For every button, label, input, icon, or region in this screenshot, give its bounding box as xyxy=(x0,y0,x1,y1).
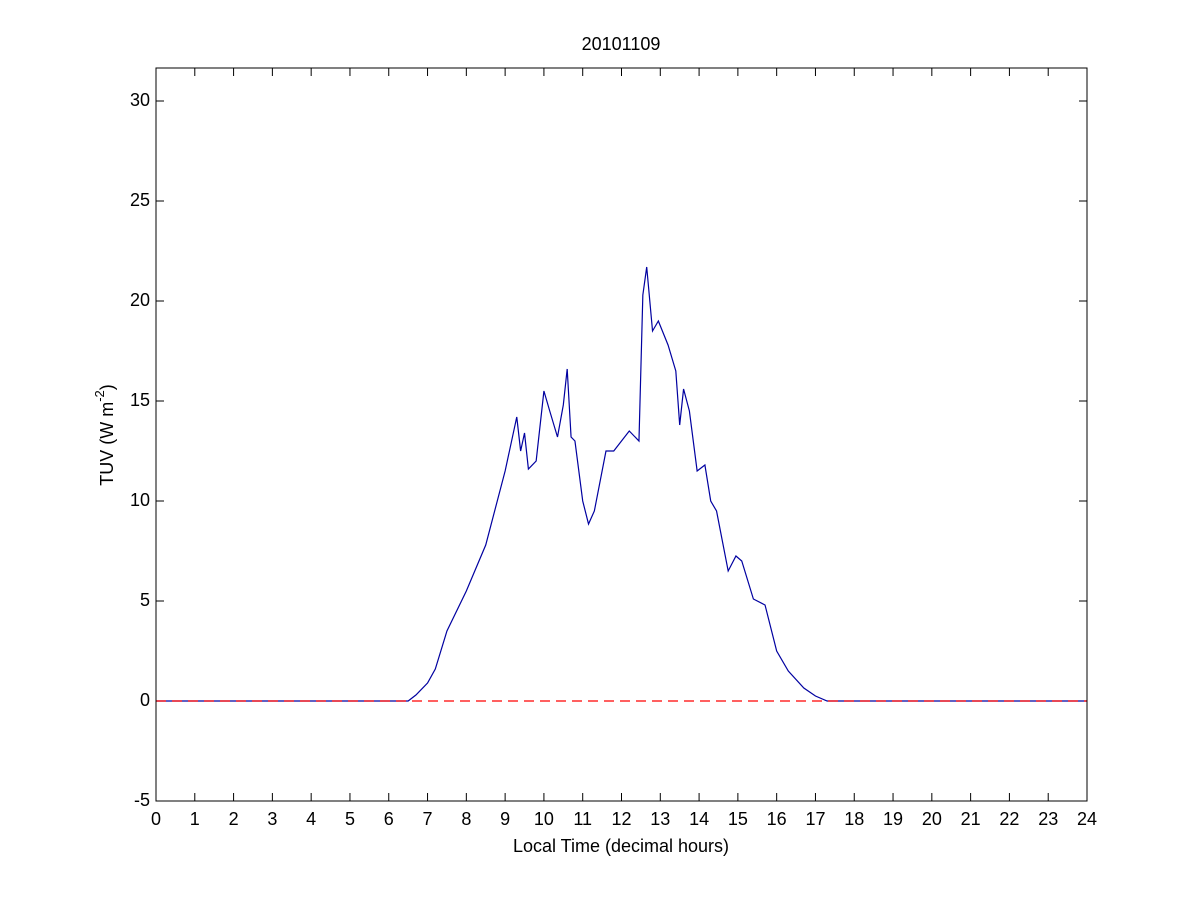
x-axis-label: Local Time (decimal hours) xyxy=(513,836,729,856)
x-tick-label: 0 xyxy=(151,809,161,829)
x-tick-label: 19 xyxy=(883,809,903,829)
x-tick-label: 11 xyxy=(573,809,592,829)
y-label-exponent: -2 xyxy=(92,390,107,402)
y-tick-label: 0 xyxy=(140,690,150,710)
x-tick-label: 4 xyxy=(306,809,316,829)
y-label-close: ) xyxy=(97,384,117,390)
x-tick-label: 10 xyxy=(534,809,554,829)
x-tick-label: 23 xyxy=(1038,809,1058,829)
x-tick-label: 18 xyxy=(844,809,864,829)
x-tick-label: 24 xyxy=(1077,809,1097,829)
x-tick-label: 12 xyxy=(611,809,631,829)
x-tick-label: 21 xyxy=(961,809,981,829)
y-axis-label: TUV (W m-2) xyxy=(92,384,116,486)
y-tick-label: 15 xyxy=(130,390,150,410)
x-tick-label: 14 xyxy=(689,809,709,829)
chart-title: 20101109 xyxy=(582,34,661,54)
x-tick-label: 17 xyxy=(805,809,825,829)
x-tick-label: 7 xyxy=(423,809,433,829)
y-tick-label: 25 xyxy=(130,190,150,210)
x-tick-label: 2 xyxy=(229,809,239,829)
x-tick-label: 6 xyxy=(384,809,394,829)
data-line xyxy=(156,266,1087,702)
y-tick-label: -5 xyxy=(134,790,150,810)
x-tick-label: 20 xyxy=(922,809,942,829)
x-tick-label: 16 xyxy=(767,809,787,829)
y-tick-label: 30 xyxy=(130,90,150,110)
x-tick-label: 3 xyxy=(267,809,277,829)
y-tick-label: 10 xyxy=(130,490,150,510)
y-label-text: TUV (W m xyxy=(97,402,117,486)
x-tick-label: 5 xyxy=(345,809,355,829)
x-tick-label: 8 xyxy=(461,809,471,829)
x-tick-label: 1 xyxy=(190,809,200,829)
y-tick-label: 5 xyxy=(140,590,150,610)
x-tick-label: 15 xyxy=(728,809,748,829)
x-tick-label: 22 xyxy=(999,809,1019,829)
plot-frame xyxy=(155,67,1088,802)
y-tick-label: 20 xyxy=(130,290,150,310)
x-tick-label: 9 xyxy=(500,809,510,829)
x-tick-label: 13 xyxy=(650,809,670,829)
